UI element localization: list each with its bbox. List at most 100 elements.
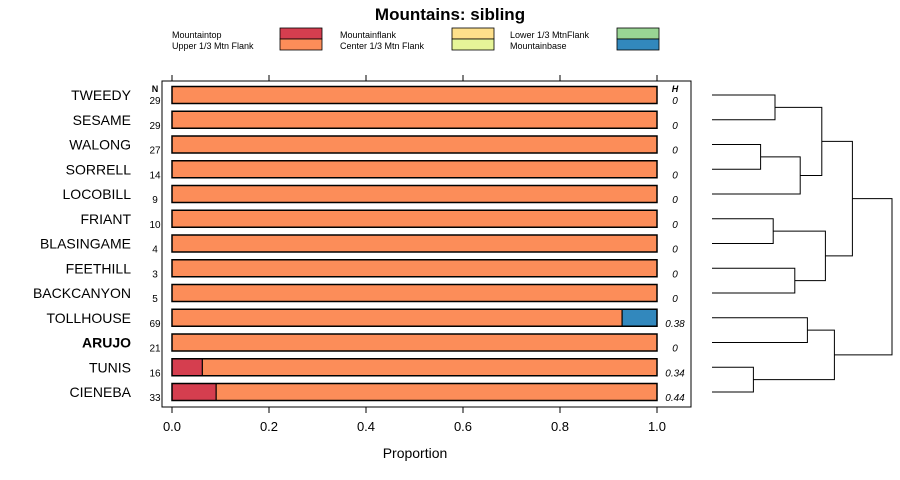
legend-label: Lower 1/3 MtnFlank — [510, 30, 590, 40]
legend-swatch — [451, 27, 495, 40]
x-tick-label: 0.4 — [357, 419, 375, 434]
legend-label: Upper 1/3 Mtn Flank — [172, 41, 254, 51]
legend-swatch — [616, 38, 660, 51]
n-value: 4 — [152, 245, 158, 256]
h-value: 0 — [672, 170, 678, 181]
dendrogram-branch — [773, 230, 826, 282]
h-value: 0 — [672, 220, 678, 231]
legend-label: Mountainbase — [510, 41, 567, 51]
h-value: 0 — [672, 245, 678, 256]
row-label: BLASINGAME — [40, 236, 131, 252]
n-value: 3 — [152, 269, 158, 280]
row-label: TWEEDY — [71, 87, 132, 103]
n-value: 10 — [149, 220, 161, 231]
bars — [171, 85, 658, 402]
x-tick-label: 0.8 — [551, 419, 569, 434]
h-value: 0.44 — [665, 393, 685, 404]
chart-title: Mountains: sibling — [375, 5, 525, 24]
n-value: 21 — [149, 344, 161, 355]
bar-outline — [171, 333, 658, 352]
bar-segment — [172, 358, 203, 376]
dendrogram-branch — [712, 317, 808, 343]
dendrogram — [712, 94, 893, 393]
h-value: 0.34 — [665, 368, 685, 379]
bar-outline — [171, 308, 658, 327]
x-axis: 0.0 0.2 0.4 0.6 0.8 1.0 — [163, 75, 666, 434]
bar-segment — [172, 284, 657, 302]
legend-swatch — [451, 38, 495, 51]
plot-area: TWEEDY SESAME WALONG SORRELL LOCOBILL FRIANT B… — [33, 75, 692, 434]
bar-outline — [171, 85, 658, 105]
x-axis-label: Proportion — [383, 445, 448, 461]
bar-segment — [172, 334, 657, 351]
h-values: 0 0 0 0 0 0 0 0 0 0.38 0 0.34 0.44 — [665, 96, 685, 404]
n-value: 69 — [149, 319, 161, 330]
row-label: SESAME — [73, 112, 131, 128]
bar-segment — [172, 136, 657, 153]
n-value: 33 — [149, 393, 161, 404]
bar-segment — [172, 235, 657, 252]
bar-outline — [171, 110, 658, 129]
h-value: 0 — [672, 294, 678, 305]
n-header: N — [152, 84, 159, 94]
legend-swatch — [279, 27, 323, 40]
legend-swatch — [616, 27, 660, 40]
bar-segment — [172, 86, 657, 104]
n-value: 14 — [149, 170, 161, 181]
dendrogram-branch — [775, 106, 823, 176]
x-tick-label: 0.2 — [260, 419, 278, 434]
row-label: TOLLHOUSE — [46, 310, 131, 326]
dendrogram-branch — [712, 267, 796, 294]
bar-segment — [622, 309, 657, 327]
x-tick-label: 0.6 — [454, 419, 472, 434]
dendrogram-branch — [712, 144, 762, 170]
n-value: 9 — [152, 195, 158, 206]
h-value: 0 — [672, 195, 678, 206]
h-value: 0 — [672, 269, 678, 280]
row-label: CIENEBA — [70, 384, 132, 400]
row-label: LOCOBILL — [63, 186, 132, 202]
legend-label: Center 1/3 Mtn Flank — [340, 41, 425, 51]
bar-segment — [172, 160, 657, 178]
x-tick-label: 1.0 — [648, 419, 666, 434]
legend-label: Mountaintop — [172, 30, 222, 40]
plot-frame — [161, 80, 692, 408]
row-label: SORRELL — [66, 161, 132, 177]
bar-segment — [172, 111, 657, 129]
bar-outline — [171, 209, 658, 228]
n-value: 29 — [149, 96, 161, 107]
bar-outline — [171, 358, 658, 377]
dendrogram-branch — [834, 198, 893, 356]
bar-outline — [171, 160, 658, 179]
h-value: 0 — [672, 146, 678, 157]
row-label: FRIANT — [80, 211, 131, 227]
bar-segment — [202, 358, 657, 376]
bar-segment — [172, 383, 217, 401]
bar-outline — [171, 382, 658, 402]
dendrogram-branch — [712, 156, 801, 195]
dendrogram-branch — [821, 140, 853, 257]
row-label: TUNIS — [89, 359, 131, 375]
h-value: 0 — [672, 96, 678, 107]
bar-segment — [216, 383, 657, 401]
row-labels: TWEEDY SESAME WALONG SORRELL LOCOBILL FRIANT B… — [33, 87, 132, 400]
h-header: H — [672, 84, 679, 94]
row-label: ARUJO — [82, 335, 131, 351]
h-value: 0 — [672, 121, 678, 132]
dendrogram-branch — [712, 218, 774, 244]
x-tick-label: 0.0 — [163, 419, 181, 434]
n-value: 5 — [152, 294, 158, 305]
dendrogram-branch — [712, 94, 776, 121]
bar-outline — [171, 135, 658, 154]
h-value: 0.38 — [665, 319, 685, 330]
legend-swatch — [279, 38, 323, 51]
n-value: 16 — [149, 368, 161, 379]
bar-outline — [171, 234, 658, 253]
row-label: FEETHILL — [66, 260, 132, 276]
bar-outline — [171, 259, 658, 278]
bar-outline — [171, 283, 658, 303]
bar-outline — [171, 184, 658, 204]
bar-segment — [172, 259, 657, 277]
dendrogram-branch — [753, 329, 835, 381]
